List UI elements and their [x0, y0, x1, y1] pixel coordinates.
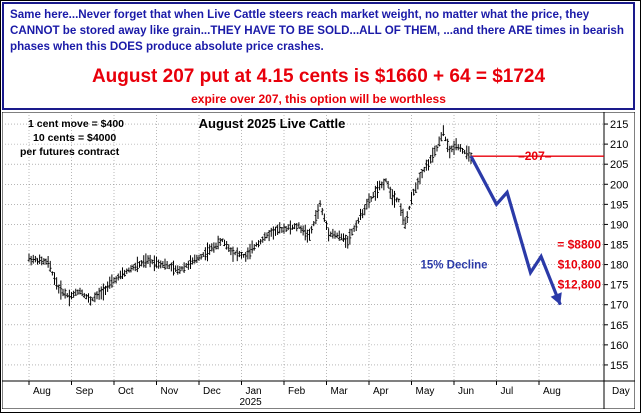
x-month-label: Feb — [288, 386, 306, 397]
price-chart: –207– 15% Decline = $8800$10,800$12,800 … — [2, 112, 635, 409]
y-tick-label: 175 — [610, 280, 628, 292]
y-tick-label: 155 — [610, 360, 628, 372]
projected-decline: 15% Decline — [420, 155, 562, 306]
x-month-label: Aug — [33, 386, 51, 397]
y-tick-label: 180 — [610, 260, 628, 272]
x-month-label: Sep — [76, 386, 94, 397]
y-tick-label: 205 — [610, 159, 628, 171]
y-tick-label: 160 — [610, 340, 628, 352]
price-bars — [27, 125, 473, 307]
y-tick-label: 195 — [610, 199, 628, 211]
x-axis: Aug Sep Oct Nov Dec Jan Feb Mar Apr May Jun Jul Aug 2… — [28, 381, 630, 408]
y-tick-label: 200 — [610, 179, 628, 191]
loss-level-label: = $8800 — [557, 237, 601, 251]
y-axis: 155 160 165 170 175 180 185 190 195 200 205 210 215 — [604, 119, 628, 372]
option-cost-headline: August 207 put at 4.15 cents is $1660 + … — [91, 66, 546, 87]
x-month-label: Jan — [246, 386, 262, 397]
projection-arrowhead — [550, 292, 562, 305]
x-month-label: Mar — [331, 386, 349, 397]
contract-note-2: 10 cents = $4000 — [33, 132, 116, 144]
y-tick-label: 165 — [610, 320, 628, 332]
chart-gridlines — [2, 112, 635, 409]
x-year-label: 2025 — [240, 397, 263, 408]
x-month-label: Jul — [501, 386, 514, 397]
loss-level-labels: = $8800 $10,800 $12,800 — [557, 237, 601, 291]
loss-level-label: $10,800 — [558, 258, 602, 272]
loss-level-label: $12,800 — [558, 278, 602, 292]
x-month-label: Oct — [118, 386, 134, 397]
chart-title: August 2025 Live Cattle — [199, 116, 346, 131]
commentary-banner: Same here...Never forget that when Live … — [2, 2, 635, 110]
chart-border — [2, 112, 635, 409]
banner-commentary-text: Same here...Never forget that when Live … — [10, 8, 624, 53]
projection-label: 15% Decline — [420, 260, 487, 272]
option-expiry-note: expire over 207, this option will be wor… — [191, 92, 446, 106]
reference-line-207: –207– — [471, 149, 604, 163]
x-unit-label: Day — [612, 386, 630, 397]
reference-line-label: –207– — [518, 149, 552, 163]
projection-line — [469, 155, 562, 306]
y-tick-label: 185 — [610, 239, 628, 251]
x-month-label: Jun — [458, 386, 474, 397]
x-month-label: Aug — [543, 386, 561, 397]
x-month-label: Dec — [203, 386, 221, 397]
y-tick-label: 215 — [610, 119, 628, 131]
y-tick-label: 170 — [610, 300, 628, 312]
y-tick-label: 210 — [610, 139, 628, 151]
x-month-label: Apr — [373, 386, 389, 397]
contract-note-1: 1 cent move = $400 — [28, 118, 124, 130]
contract-note-3: per futures contract — [20, 146, 120, 158]
x-month-label: May — [416, 386, 435, 397]
y-tick-label: 190 — [610, 219, 628, 231]
x-month-label: Nov — [161, 386, 179, 397]
